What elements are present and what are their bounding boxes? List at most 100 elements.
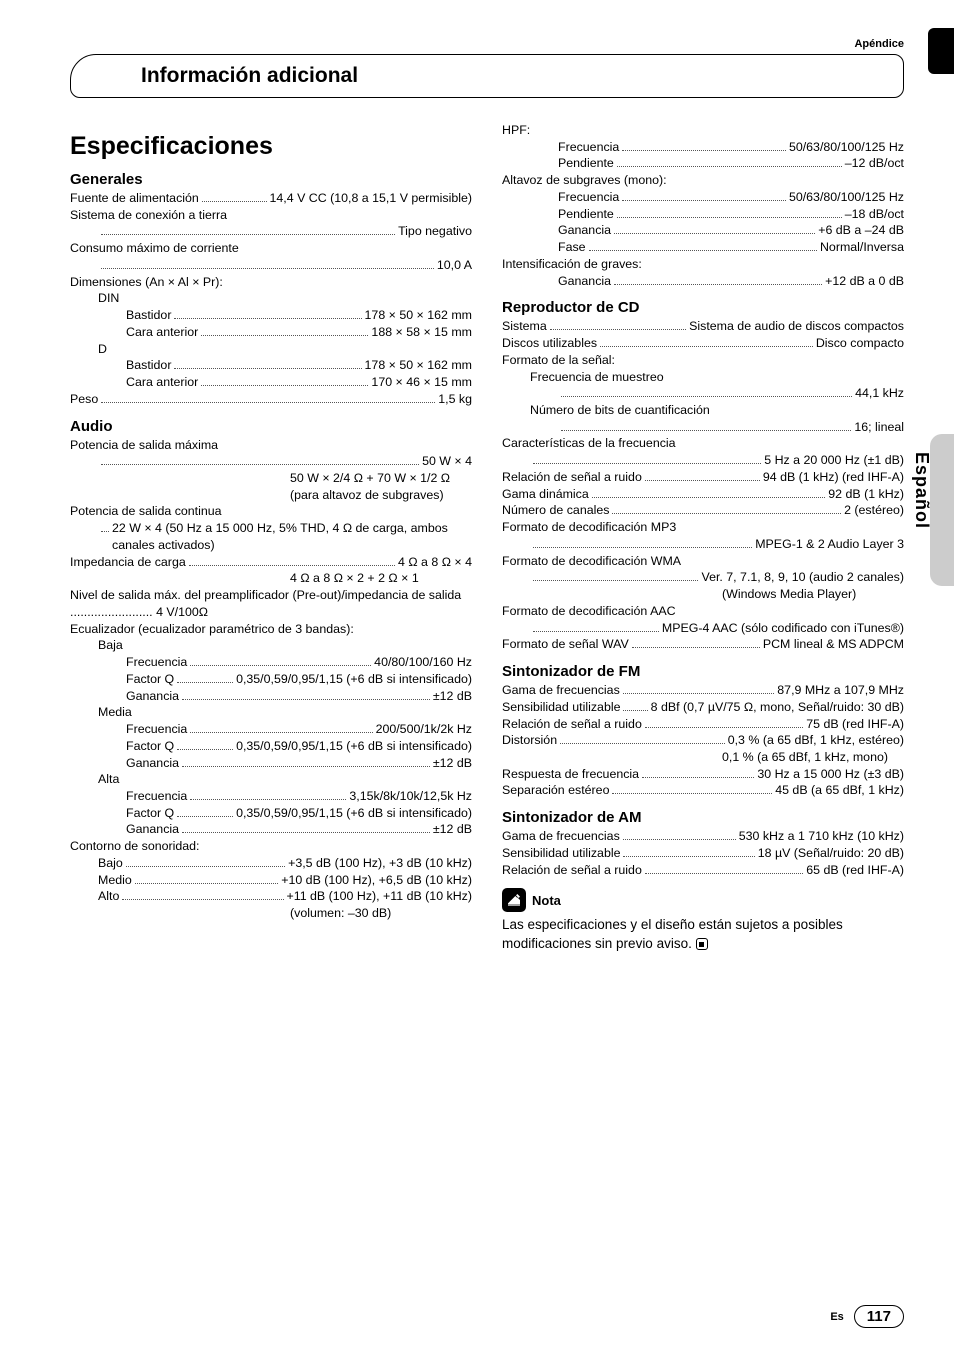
spec-line: MPEG-1 & 2 Audio Layer 3 xyxy=(502,536,904,553)
spec-label: Formato de señal WAV xyxy=(502,636,629,653)
spec-line: Medio+10 dB (100 Hz), +6,5 dB (10 kHz) xyxy=(70,872,472,889)
fm-title: Sintonizador de FM xyxy=(502,663,904,680)
spec-label: Gama dinámica xyxy=(502,486,589,503)
spec-label: Discos utilizables xyxy=(502,335,597,352)
spec-continuation: 0,1 % (a 65 dBf, 1 kHz, mono) xyxy=(502,749,904,766)
spec-label: Fase xyxy=(558,239,586,256)
right-column: HPF:Frecuencia50/63/80/100/125 HzPendien… xyxy=(502,122,904,954)
spec-line: 44,1 kHz xyxy=(502,385,904,402)
spec-label: Peso xyxy=(70,391,98,408)
spec-label: Ganancia xyxy=(558,222,611,239)
spec-value: +3,5 dB (100 Hz), +3 dB (10 kHz) xyxy=(288,855,472,872)
spec-line: Bastidor178 × 50 × 162 mm xyxy=(70,357,472,374)
spec-label: Frecuencia xyxy=(126,788,187,805)
spec-value: –18 dB/oct xyxy=(845,206,904,223)
spec-label: Frecuencia xyxy=(558,189,619,206)
side-pill-grey xyxy=(930,434,954,586)
spec-text: Nivel de salida máx. del preamplificador… xyxy=(70,587,472,620)
spec-text: HPF: xyxy=(502,122,904,139)
spec-line: Sensibilidad utilizable 8 dBf (0,7 µV/75 … xyxy=(502,699,904,716)
spec-value: 170 × 46 × 15 mm xyxy=(371,374,472,391)
spec-label: Factor Q xyxy=(126,671,174,688)
appendix-label: Apéndice xyxy=(854,38,904,50)
spec-text: Media xyxy=(70,704,472,721)
spec-label: Relación de señal a ruido xyxy=(502,469,642,486)
spec-value: MPEG-4 AAC (sólo codificado con iTunes®) xyxy=(662,620,904,637)
audio-title: Audio xyxy=(70,418,472,435)
spec-line: MPEG-4 AAC (sólo codificado con iTunes®) xyxy=(502,620,904,637)
spec-value: Ver. 7, 7.1, 8, 9, 10 (audio 2 canales) xyxy=(701,569,904,586)
spec-line: Formato de señal WAV PCM lineal & MS ADPC… xyxy=(502,636,904,653)
spec-line: Separación estéreo45 dB (a 65 dBf, 1 kHz… xyxy=(502,782,904,799)
spec-line: Factor Q 0,35/0,59/0,95/1,15 (+6 dB si in… xyxy=(70,805,472,822)
spec-value: 40/80/100/160 Hz xyxy=(374,654,472,671)
spec-label: Impedancia de carga xyxy=(70,554,186,571)
footer-lang: Es xyxy=(830,1311,843,1323)
spec-line: 50 W × 4 xyxy=(70,453,472,470)
spec-value: 50 W × 4 xyxy=(422,453,472,470)
spec-value: 2 (estéreo) xyxy=(844,502,904,519)
spec-line: Relación de señal a ruido94 dB (1 kHz) (… xyxy=(502,469,904,486)
spec-line: 10,0 A xyxy=(70,257,472,274)
spec-line: SistemaSistema de audio de discos compac… xyxy=(502,318,904,335)
spec-value: 0,35/0,59/0,95/1,15 (+6 dB si intensific… xyxy=(236,738,472,755)
spec-value: 8 dBf (0,7 µV/75 Ω, mono, Señal/ruido: 3… xyxy=(651,699,904,716)
spec-label: Sensibilidad utilizable xyxy=(502,699,620,716)
spec-value: 1,5 kg xyxy=(438,391,472,408)
spec-value: 65 dB (red IHF-A) xyxy=(806,862,904,879)
spec-value: 3,15k/8k/10k/12,5k Hz xyxy=(349,788,472,805)
spec-label: Pendiente xyxy=(558,206,614,223)
spec-value: 0,35/0,59/0,95/1,15 (+6 dB si intensific… xyxy=(236,805,472,822)
spec-label: Relación de señal a ruido xyxy=(502,862,642,879)
spec-text: Dimensiones (An × Al × Pr): xyxy=(70,274,472,291)
spec-label: Sistema de conexión a tierra xyxy=(70,207,472,224)
spec-line: 22 W × 4 (50 Hz a 15 000 Hz, 5% THD, 4 Ω… xyxy=(70,520,472,553)
spec-value: +6 dB a –24 dB xyxy=(818,222,904,239)
spec-line: Frecuencia40/80/100/160 Hz xyxy=(70,654,472,671)
nota-text-content: Las especificaciones y el diseño están s… xyxy=(502,917,843,951)
spec-value: 0,3 % (a 65 dBf, 1 kHz, estéreo) xyxy=(728,732,904,749)
spec-label: Respuesta de frecuencia xyxy=(502,766,639,783)
cd-title: Reproductor de CD xyxy=(502,299,904,316)
spec-value: +11 dB (100 Hz), +11 dB (10 kHz) xyxy=(287,888,473,905)
spec-value: 18 µV (Señal/ruido: 20 dB) xyxy=(758,845,904,862)
spec-line: 5 Hz a 20 000 Hz (±1 dB) xyxy=(502,452,904,469)
spec-line: Ganancia±12 dB xyxy=(70,755,472,772)
spec-line: Relación de señal a ruido75 dB (red IHF-… xyxy=(502,716,904,733)
left-column: Especificaciones Generales Fuente de ali… xyxy=(70,122,472,954)
spec-line: Número de canales 2 (estéreo) xyxy=(502,502,904,519)
spec-line: Ver. 7, 7.1, 8, 9, 10 (audio 2 canales) xyxy=(502,569,904,586)
spec-label: Distorsión xyxy=(502,732,557,749)
spec-text: Características de la frecuencia xyxy=(502,435,904,452)
spec-value: PCM lineal & MS ADPCM xyxy=(763,636,904,653)
spec-line: Tipo negativo xyxy=(70,223,472,240)
spec-line: Discos utilizablesDisco compacto xyxy=(502,335,904,352)
spec-text: Potencia de salida continua xyxy=(70,503,472,520)
nota-label: Nota xyxy=(532,893,561,908)
spec-line: Gama de frecuencias87,9 MHz a 107,9 MHz xyxy=(502,682,904,699)
spec-line: Bastidor178 × 50 × 162 mm xyxy=(70,307,472,324)
spec-text: Alta xyxy=(70,771,472,788)
spec-label: Alto xyxy=(98,888,119,905)
spec-value: 530 kHz a 1 710 kHz (10 kHz) xyxy=(739,828,904,845)
spec-label: Factor Q xyxy=(126,805,174,822)
spec-label: Número de canales xyxy=(502,502,609,519)
spec-line: Alto +11 dB (100 Hz), +11 dB (10 kHz) xyxy=(70,888,472,905)
spec-text: Número de bits de cuantificación xyxy=(502,402,904,419)
spec-label: Ganancia xyxy=(558,273,611,290)
nota-text: Las especificaciones y el diseño están s… xyxy=(502,916,904,954)
spec-line: Pendiente–12 dB/oct xyxy=(502,155,904,172)
spec-value: 14,4 V CC (10,8 a 15,1 V permisible) xyxy=(270,190,472,207)
spec-line: Factor Q0,35/0,59/0,95/1,15 (+6 dB si in… xyxy=(70,738,472,755)
spec-line: Bajo+3,5 dB (100 Hz), +3 dB (10 kHz) xyxy=(70,855,472,872)
spec-line: Impedancia de carga4 Ω a 8 Ω × 4 xyxy=(70,554,472,571)
spec-text: Contorno de sonoridad: xyxy=(70,838,472,855)
spec-label: Cara anterior xyxy=(126,374,198,391)
section-header-band: Información adicional xyxy=(70,54,904,98)
spec-label: Cara anterior xyxy=(126,324,198,341)
spec-line: Ganancia +6 dB a –24 dB xyxy=(502,222,904,239)
end-mark-icon xyxy=(696,938,708,950)
spec-value: 87,9 MHz a 107,9 MHz xyxy=(777,682,904,699)
note-icon xyxy=(502,888,526,912)
spec-value: 50/63/80/100/125 Hz xyxy=(789,139,904,156)
